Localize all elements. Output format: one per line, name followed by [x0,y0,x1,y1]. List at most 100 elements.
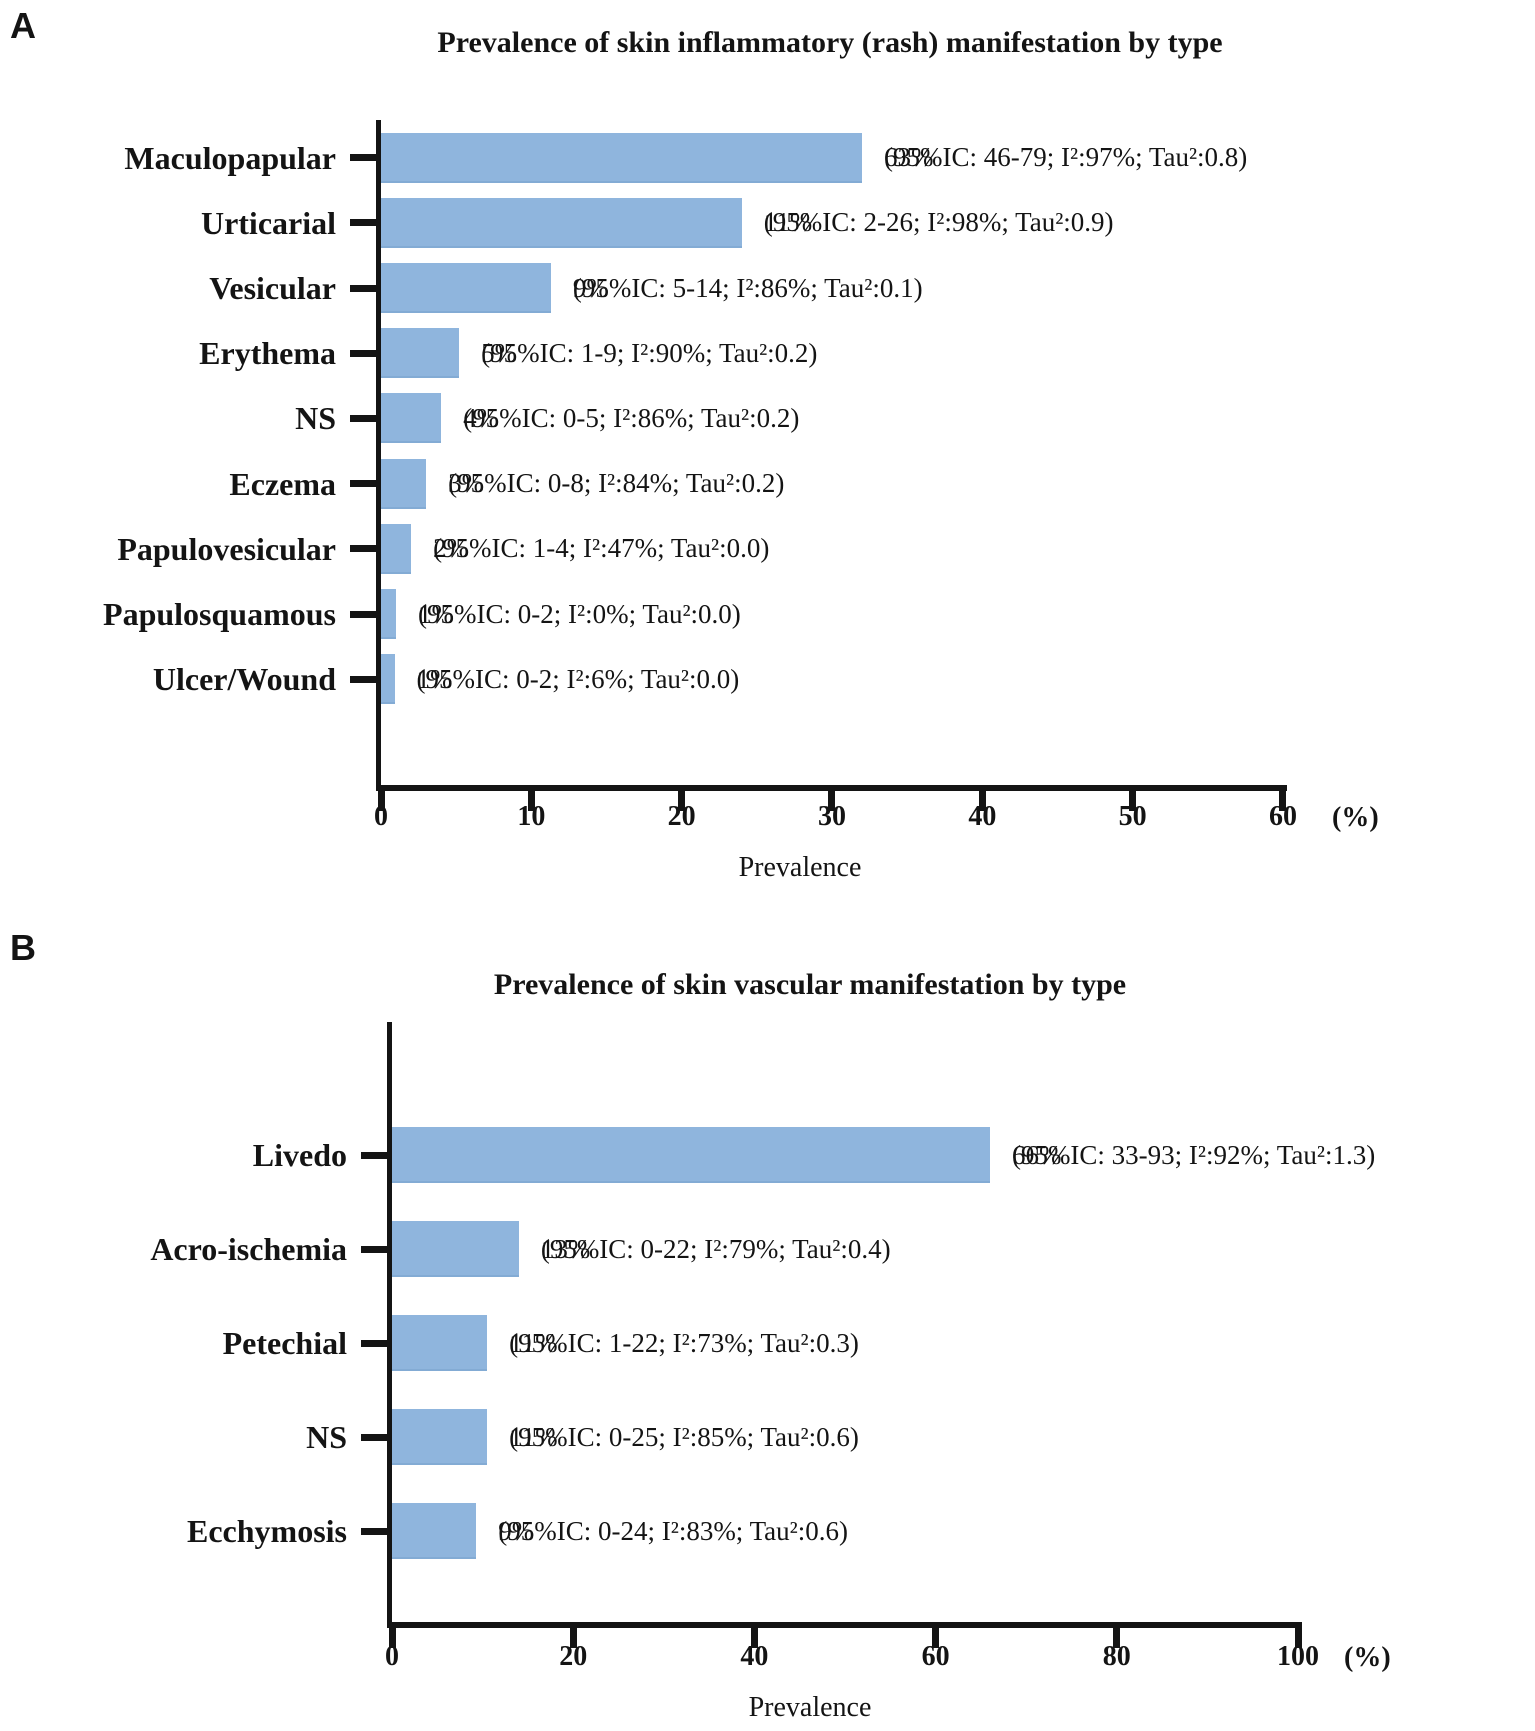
y-tick [361,1339,387,1347]
bar [392,1315,488,1371]
y-tick [350,545,376,553]
value-label: 9% [498,1515,535,1546]
ci-annotation: (95%IC: 0-8; I²:84%; Tau²:0.2) [448,468,785,499]
x-tick-label: 30 [817,801,846,832]
ci-annotation: (95%IC: 0-25; I²:85%; Tau²:0.6) [509,1421,859,1452]
bar [381,654,395,705]
x-tick-label: 50 [1118,801,1147,832]
value-label: 4% [463,402,500,433]
category-label: Papulovesicular [117,530,336,567]
chart-b-x-axis-label: Prevalence [748,1692,872,1723]
bar [381,263,551,313]
value-label: 9% [572,272,609,303]
x-tick-label: 60 [921,1641,950,1672]
ci-annotation: (95%IC: 33-93; I²:92%; Tau²:1.3) [1011,1139,1376,1170]
bar [381,132,863,183]
bar [381,328,460,379]
x-tick [569,1628,577,1648]
x-axis [376,785,1287,791]
ci-annotation: (95%IC: 1-22; I²:73%; Tau²:0.3) [509,1327,859,1358]
ci-annotation: (95%IC: 1-4; I²:47%; Tau²:0.0) [433,533,770,564]
ci-annotation: (95%IC: 46-79; I²:97%; Tau²:0.8) [884,142,1248,173]
ci-annotation: (95%IC: 0-5; I²:86%; Tau²:0.2) [463,402,800,433]
category-label: Erythema [199,335,336,372]
x-tick [678,791,686,811]
value-label: 11% [509,1421,558,1452]
x-tick-label: 40 [740,1641,769,1672]
chart-a-title: Prevalence of skin inflammatory (rash) m… [437,26,1223,59]
bar [381,197,742,248]
x-tick-label: 0 [374,801,388,832]
bar [392,1503,477,1559]
bar [392,1127,990,1183]
value-label: 11% [763,207,813,238]
y-tick [361,1151,387,1159]
ci-annotation: (95%IC: 1-9; I²:90%; Tau²:0.2) [481,337,818,368]
x-tick [1113,1628,1121,1648]
ci-annotation: (95%IC: 5-14; I²:86%; Tau²:0.1) [572,272,923,303]
bar [381,523,412,574]
y-axis [387,1022,392,1628]
bar [381,393,442,444]
panel-letter-a: A [10,5,36,46]
y-tick [350,480,376,488]
ci-annotation: (95%IC: 0-24; I²:83%; Tau²:0.6) [498,1515,848,1546]
bar [381,458,427,509]
x-tick [1294,1628,1302,1648]
value-label: 3% [448,468,485,499]
chart-a-unit-label: (%) [1332,802,1379,833]
x-tick [750,1628,758,1648]
y-tick [350,349,376,357]
category-label: Ecchymosis [187,1513,347,1549]
category-label: NS [306,1419,347,1455]
y-tick [361,1527,387,1535]
value-label: 11% [509,1327,558,1358]
value-label: 2% [433,533,470,564]
x-axis [387,1622,1302,1628]
bar [392,1221,519,1277]
ci-annotation: (95%IC: 2-26; I²:98%; Tau²:0.9) [763,207,1114,238]
value-label: 63% [884,142,934,173]
x-tick-label: 20 [559,1641,588,1672]
value-label: 1% [416,663,453,694]
x-tick-label: 10 [517,801,546,832]
x-tick [1129,791,1137,811]
value-label: 66% [1011,1139,1062,1170]
y-tick [350,610,376,618]
y-axis [376,120,381,791]
chart-a-x-axis-label: Prevalence [738,852,862,883]
panel-letter-b: B [10,927,36,968]
category-label: Eczema [229,465,336,502]
x-tick-label: 0 [385,1641,399,1672]
ci-annotation: (95%IC: 0-22; I²:79%; Tau²:0.4) [540,1233,891,1264]
x-tick [377,791,385,811]
category-label: Ulcer/Wound [152,661,336,698]
x-tick-label: 60 [1268,801,1297,832]
category-label: Acro-ischemia [150,1231,347,1267]
y-tick [361,1245,387,1253]
bar [381,589,397,639]
category-label: Papulosquamous [103,596,336,632]
x-tick [978,791,986,811]
category-label: Urticarial [200,204,336,241]
x-tick-label: 40 [968,801,997,832]
value-label: 1% [418,598,455,629]
category-label: Livedo [252,1137,347,1173]
y-tick [350,154,376,162]
x-tick-label: 20 [667,801,696,832]
value-label: 5% [481,337,518,368]
x-tick [388,1628,396,1648]
x-tick-label: 100 [1277,1641,1319,1672]
chart-b-title: Prevalence of skin vascular manifestatio… [493,968,1127,1001]
category-label: Vesicular [209,270,336,306]
ci-annotation: (95%IC: 0-2; I²:0%; Tau²:0.0) [418,598,741,629]
category-label: NS [295,400,336,437]
y-tick [350,284,376,292]
category-label: Petechial [222,1325,347,1361]
y-tick [361,1433,387,1441]
x-tick [932,1628,940,1648]
y-tick [350,675,376,683]
